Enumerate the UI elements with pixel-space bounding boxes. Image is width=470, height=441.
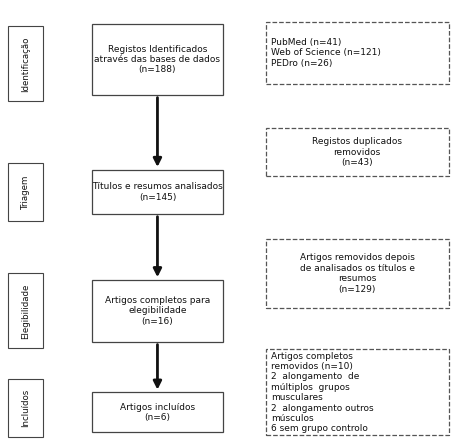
Text: Títulos e resumos analisados
(n=145): Títulos e resumos analisados (n=145) <box>92 182 223 202</box>
Text: Artigos removidos depois
de analisados os títulos e
resumos
(n=129): Artigos removidos depois de analisados o… <box>300 253 415 294</box>
Text: Artigos incluídos
(n=6): Artigos incluídos (n=6) <box>120 403 195 422</box>
Bar <box>266 128 449 176</box>
Text: Artigos completos
removidos (n=10)
2  alongamento  de
múltiplos  grupos
muscular: Artigos completos removidos (n=10) 2 alo… <box>271 351 374 434</box>
Bar <box>92 24 223 95</box>
Text: Identificação: Identificação <box>21 36 31 92</box>
Bar <box>266 22 449 84</box>
Bar <box>8 273 43 348</box>
Text: Artigos completos para
elegibilidade
(n=16): Artigos completos para elegibilidade (n=… <box>105 296 210 326</box>
Bar <box>266 349 449 436</box>
Bar <box>8 26 43 101</box>
Text: Incluídos: Incluídos <box>21 389 31 427</box>
Text: Triagem: Triagem <box>21 175 31 209</box>
Text: Elegibilidade: Elegibilidade <box>21 283 31 339</box>
Text: Registos Identificados
através das bases de dados
(n=188): Registos Identificados através das bases… <box>94 45 220 75</box>
Bar <box>92 392 223 432</box>
Bar <box>266 239 449 308</box>
Bar <box>8 379 43 437</box>
Text: PubMed (n=41)
Web of Science (n=121)
PEDro (n=26): PubMed (n=41) Web of Science (n=121) PED… <box>271 38 381 68</box>
Bar <box>92 170 223 214</box>
Text: Registos duplicados
removidos
(n=43): Registos duplicados removidos (n=43) <box>312 137 402 167</box>
Bar <box>8 163 43 220</box>
Bar <box>92 280 223 342</box>
